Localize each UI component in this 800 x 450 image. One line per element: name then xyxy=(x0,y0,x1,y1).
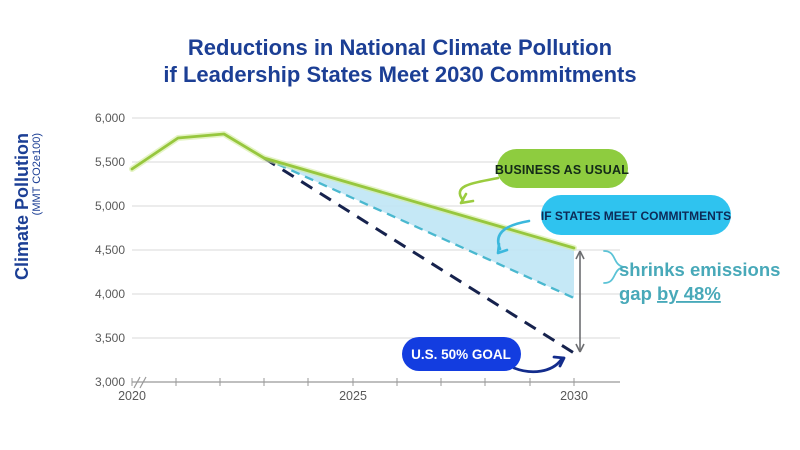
svg-text:3,000: 3,000 xyxy=(95,375,125,389)
svg-text:2030: 2030 xyxy=(560,389,588,403)
svg-text:shrinks emissions: shrinks emissions xyxy=(619,259,780,280)
svg-text:gap by 48%: gap by 48% xyxy=(619,283,721,304)
svg-text:5,000: 5,000 xyxy=(95,199,125,213)
svg-text:BUSINESS AS USUAL: BUSINESS AS USUAL xyxy=(495,163,629,177)
svg-text:U.S. 50% GOAL: U.S. 50% GOAL xyxy=(411,347,511,362)
svg-text:6,000: 6,000 xyxy=(95,111,125,125)
svg-text:3,500: 3,500 xyxy=(95,331,125,345)
svg-text:2025: 2025 xyxy=(339,389,367,403)
svg-text:IF STATES MEET COMMITMENTS: IF STATES MEET COMMITMENTS xyxy=(541,209,731,223)
svg-text:2020: 2020 xyxy=(118,389,146,403)
svg-text:5,500: 5,500 xyxy=(95,155,125,169)
svg-text:4,500: 4,500 xyxy=(95,243,125,257)
svg-text:4,000: 4,000 xyxy=(95,287,125,301)
